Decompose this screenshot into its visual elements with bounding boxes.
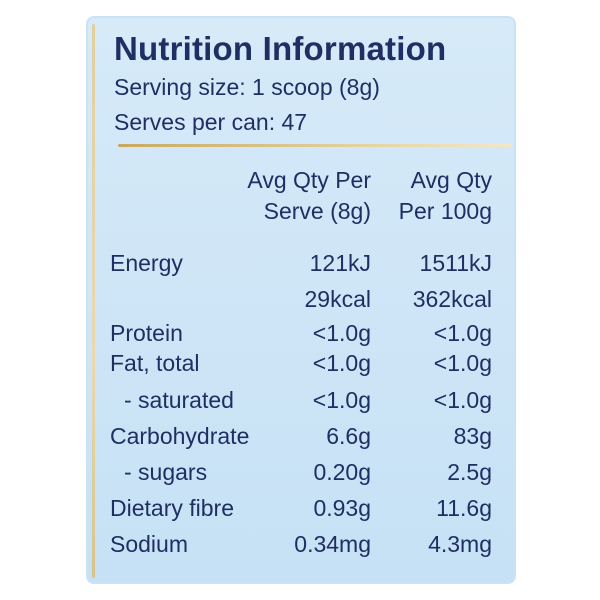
- row-label-sugars: - sugars: [124, 459, 208, 485]
- row-label-energy: Energy: [110, 250, 183, 276]
- row-label-dietary-fibre: Dietary fibre: [110, 495, 234, 521]
- value-per-100g: 362kcal: [412, 286, 492, 312]
- value-per-serve: 6.6g: [326, 423, 371, 449]
- column-header-line: Avg Qty: [410, 167, 492, 193]
- value-per-serve: 0.34mg: [294, 531, 371, 557]
- value-per-100g: 11.6g: [436, 495, 492, 521]
- column-header-line: Serve (8g): [263, 198, 371, 224]
- value-per-100g: 83g: [453, 423, 492, 449]
- column-header-line: Per 100g: [398, 198, 492, 224]
- row-label-fat-total: Fat, total: [110, 350, 200, 376]
- nutrition-panel: [86, 16, 516, 584]
- gold-border-line: [92, 24, 95, 578]
- value-per-100g: 4.3mg: [428, 531, 492, 557]
- row-label-carbohydrate: Carbohydrate: [110, 423, 250, 449]
- value-per-serve: 0.20g: [313, 459, 371, 485]
- serving-size: Serving size: 1 scoop (8g): [114, 74, 380, 100]
- column-header-line: Avg Qty Per: [247, 167, 371, 193]
- value-per-100g: <1.0g: [433, 350, 492, 376]
- row-label-protein: Protein: [110, 320, 183, 346]
- column-header-per-100g: Avg Qty Per 100g: [399, 165, 492, 227]
- value-per-100g: 1511kJ: [419, 250, 492, 276]
- value-per-serve: 0.93g: [313, 495, 371, 521]
- row-label-saturated: - saturated: [124, 387, 234, 413]
- value-per-serve: <1.0g: [312, 350, 371, 376]
- panel-title: Nutrition Information: [114, 30, 447, 67]
- value-per-100g: <1.0g: [433, 320, 492, 346]
- value-per-100g: 2.5g: [447, 459, 492, 485]
- gold-divider: [118, 144, 512, 147]
- row-label-sodium: Sodium: [110, 531, 188, 557]
- value-per-serve: <1.0g: [312, 387, 371, 413]
- value-per-serve: <1.0g: [312, 320, 371, 346]
- serves-per-can: Serves per can: 47: [114, 109, 308, 135]
- column-header-per-serve: Avg Qty Per Serve (8g): [247, 165, 371, 227]
- value-per-serve: 121kJ: [309, 250, 371, 276]
- value-per-serve: 29kcal: [304, 286, 371, 312]
- value-per-100g: <1.0g: [433, 387, 492, 413]
